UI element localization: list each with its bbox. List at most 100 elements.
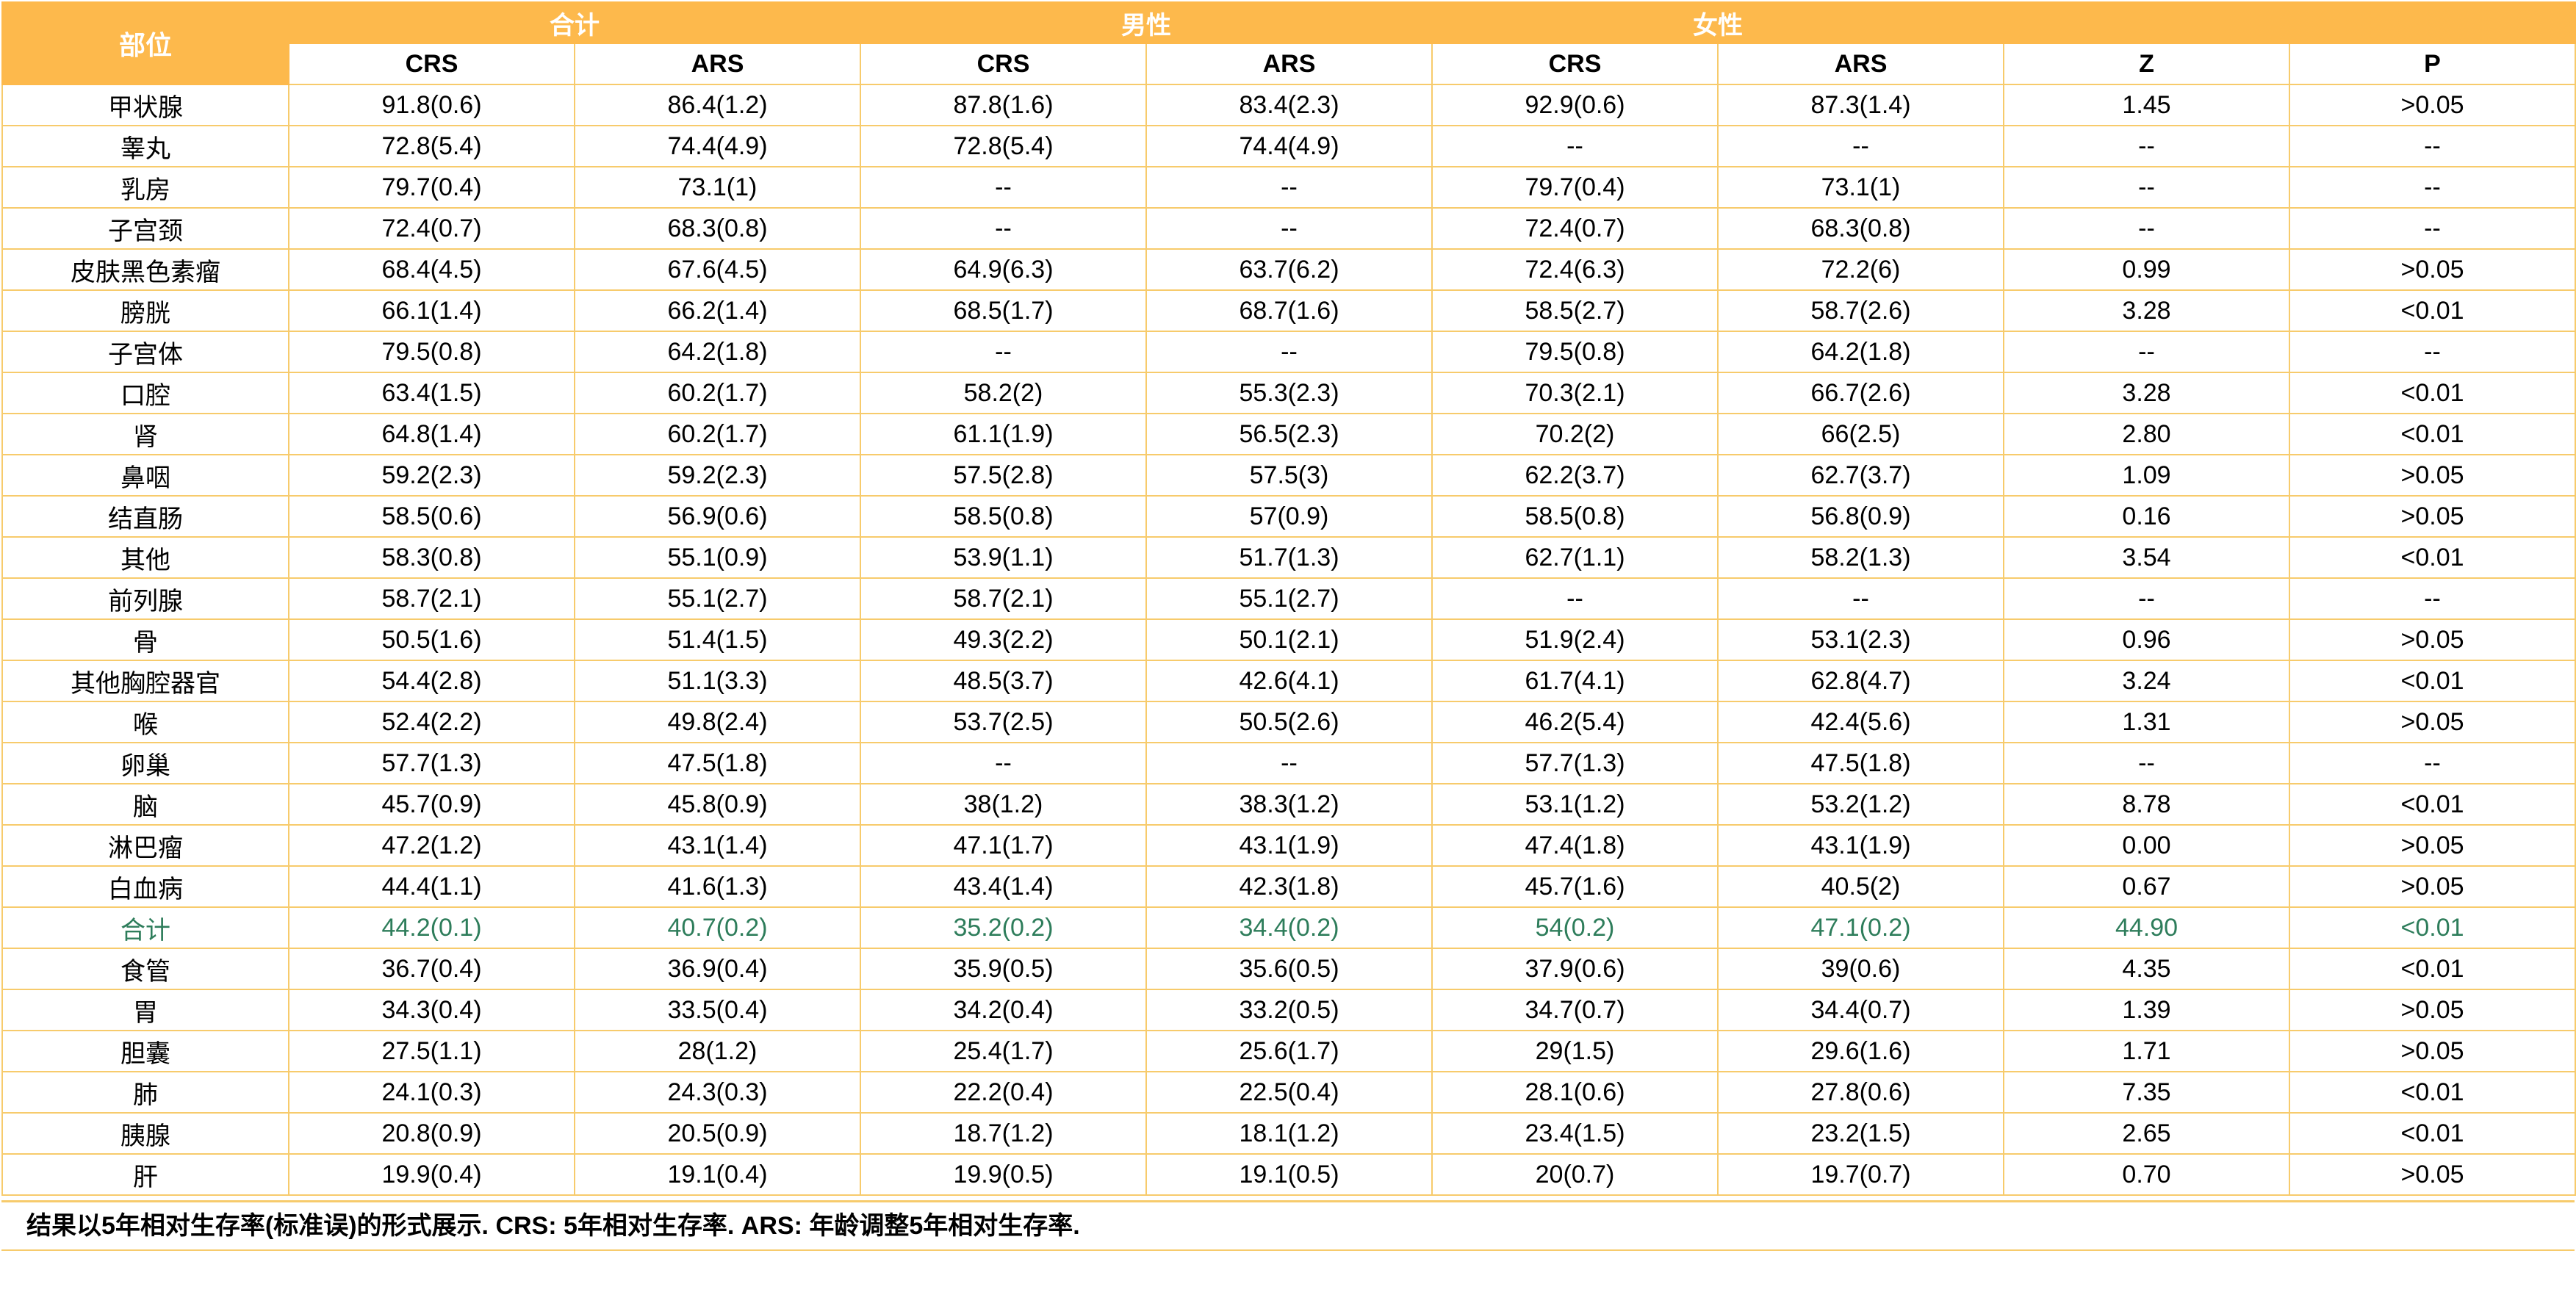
table-cell: 68.7(1.6) <box>1145 289 1433 332</box>
table-cell: 40.7(0.2) <box>574 906 861 949</box>
table-cell: -- <box>1145 166 1433 209</box>
table-cell: 66.2(1.4) <box>574 289 861 332</box>
site-name-cell: 其他胸腔器官 <box>1 660 289 702</box>
table-cell: 25.4(1.7) <box>860 1030 1147 1072</box>
table-cell: 68.3(0.8) <box>1717 207 2004 250</box>
table-cell: 0.16 <box>2003 495 2290 538</box>
table-row: 膀胱 66.1(1.4) 66.2(1.4) 68.5(1.7) 68.7(1.6) 58… <box>1 289 2576 332</box>
table-cell: 91.8(0.6) <box>288 84 575 126</box>
table-cell: 52.4(2.2) <box>288 701 575 743</box>
table-cell: >0.05 <box>2289 701 2576 743</box>
table-cell: 86.4(1.2) <box>574 84 861 126</box>
table-cell: 62.7(1.1) <box>1431 536 1719 579</box>
table-row: 甲状腺 91.8(0.6) 86.4(1.2) 87.8(1.6) 83.4(2.3) 9… <box>1 84 2576 126</box>
table-cell: 57.7(1.3) <box>1431 742 1719 784</box>
table-cell: 50.1(2.1) <box>1145 618 1433 661</box>
table-cell: 55.1(0.9) <box>574 536 861 579</box>
table-cell: 45.7(1.6) <box>1431 865 1719 908</box>
table-cell: 25.6(1.7) <box>1145 1030 1433 1072</box>
table-cell: 19.9(0.4) <box>288 1153 575 1196</box>
table-cell: 62.7(3.7) <box>1717 454 2004 497</box>
site-name-cell: 结直肠 <box>1 495 289 538</box>
table-cell: 87.8(1.6) <box>860 84 1147 126</box>
table-cell: 19.7(0.7) <box>1717 1153 2004 1196</box>
table-cell: 20.5(0.9) <box>574 1112 861 1155</box>
table-cell: -- <box>2003 125 2290 167</box>
table-cell: 23.2(1.5) <box>1717 1112 2004 1155</box>
table-cell: 72.4(6.3) <box>1431 248 1719 291</box>
table-cell: <0.01 <box>2289 1112 2576 1155</box>
column-header-total-ars: ARS <box>574 43 861 85</box>
table-row: 卵巢 57.7(1.3) 47.5(1.8) -- -- 57.7(1.3) 47.5(1.… <box>1 742 2576 784</box>
table-cell: 3.28 <box>2003 372 2290 414</box>
site-name-cell: 白血病 <box>1 865 289 908</box>
table-row: 胆囊 27.5(1.1) 28(1.2) 25.4(1.7) 25.6(1.7) 29(1… <box>1 1030 2576 1072</box>
survival-rate-table: 部位 合计 男性 女性 CRS ARS CRS ARS CRS ARS Z P … <box>1 1 2576 1196</box>
table-cell: 58.2(2) <box>860 372 1147 414</box>
table-cell: -- <box>860 331 1147 373</box>
table-cell: 66.1(1.4) <box>288 289 575 332</box>
table-cell: 22.2(0.4) <box>860 1071 1147 1114</box>
table-cell: 53.7(2.5) <box>860 701 1147 743</box>
table-cell: 22.5(0.4) <box>1145 1071 1433 1114</box>
site-name-cell: 子宫体 <box>1 331 289 373</box>
table-row: 睾丸 72.8(5.4) 74.4(4.9) 72.8(5.4) 74.4(4.9) --… <box>1 125 2576 167</box>
table-row: 皮肤黑色素瘤 68.4(4.5) 67.6(4.5) 64.9(6.3) 63.7(6.… <box>1 248 2576 291</box>
table-cell: >0.05 <box>2289 865 2576 908</box>
table-cell: 19.1(0.4) <box>574 1153 861 1196</box>
table-cell: 34.3(0.4) <box>288 989 575 1031</box>
table-cell: <0.01 <box>2289 289 2576 332</box>
table-cell: 51.7(1.3) <box>1145 536 1433 579</box>
table-cell: 39(0.6) <box>1717 948 2004 990</box>
table-cell: -- <box>1431 577 1719 620</box>
table-row: 脑 45.7(0.9) 45.8(0.9) 38(1.2) 38.3(1.2) 53.1(… <box>1 783 2576 826</box>
table-cell: 58.7(2.1) <box>288 577 575 620</box>
site-name-cell: 甲状腺 <box>1 84 289 126</box>
table-cell: 60.2(1.7) <box>574 372 861 414</box>
site-column-header: 部位 <box>1 1 289 85</box>
table-cell: 47.1(1.7) <box>860 824 1147 867</box>
table-cell: 61.7(4.1) <box>1431 660 1719 702</box>
table-row: 子宫体 79.5(0.8) 64.2(1.8) -- -- 79.5(0.8) 64.2(1… <box>1 331 2576 373</box>
table-cell: 59.2(2.3) <box>574 454 861 497</box>
table-cell: 64.9(6.3) <box>860 248 1147 291</box>
table-cell: <0.01 <box>2289 948 2576 990</box>
table-cell: <0.01 <box>2289 906 2576 949</box>
table-cell: 58.5(0.8) <box>860 495 1147 538</box>
table-cell: -- <box>2289 125 2576 167</box>
table-cell: -- <box>1717 125 2004 167</box>
table-cell: 7.35 <box>2003 1071 2290 1114</box>
table-cell: -- <box>860 207 1147 250</box>
table-cell: 48.5(3.7) <box>860 660 1147 702</box>
table-cell: 44.4(1.1) <box>288 865 575 908</box>
table-cell: <0.01 <box>2289 536 2576 579</box>
table-cell: >0.05 <box>2289 1153 2576 1196</box>
table-cell: 72.2(6) <box>1717 248 2004 291</box>
table-cell: -- <box>2003 742 2290 784</box>
table-cell: 49.8(2.4) <box>574 701 861 743</box>
table-cell: 28.1(0.6) <box>1431 1071 1719 1114</box>
table-cell: >0.05 <box>2289 495 2576 538</box>
table-cell: 27.5(1.1) <box>288 1030 575 1072</box>
table-row: 肺 24.1(0.3) 24.3(0.3) 22.2(0.4) 22.5(0.4) 28.… <box>1 1071 2576 1114</box>
table-cell: 51.4(1.5) <box>574 618 861 661</box>
table-cell: 24.1(0.3) <box>288 1071 575 1114</box>
table-cell: 64.8(1.4) <box>288 413 575 455</box>
site-name-cell: 口腔 <box>1 372 289 414</box>
site-name-cell: 食管 <box>1 948 289 990</box>
table-cell: 58.5(0.6) <box>288 495 575 538</box>
table-cell: 1.45 <box>2003 84 2290 126</box>
table-cell: 72.4(0.7) <box>288 207 575 250</box>
table-cell: 67.6(4.5) <box>574 248 861 291</box>
table-cell: 64.2(1.8) <box>1717 331 2004 373</box>
table-cell: -- <box>2289 331 2576 373</box>
table-cell: -- <box>1145 331 1433 373</box>
table-row: 食管 36.7(0.4) 36.9(0.4) 35.9(0.5) 35.6(0.5) 37… <box>1 948 2576 990</box>
table-cell: <0.01 <box>2289 1071 2576 1114</box>
table-cell: 58.5(0.8) <box>1431 495 1719 538</box>
table-cell: >0.05 <box>2289 454 2576 497</box>
table-cell: 58.7(2.6) <box>1717 289 2004 332</box>
table-row: 口腔 63.4(1.5) 60.2(1.7) 58.2(2) 55.3(2.3) 70.3… <box>1 372 2576 414</box>
table-cell: -- <box>2289 742 2576 784</box>
table-cell: 29.6(1.6) <box>1717 1030 2004 1072</box>
